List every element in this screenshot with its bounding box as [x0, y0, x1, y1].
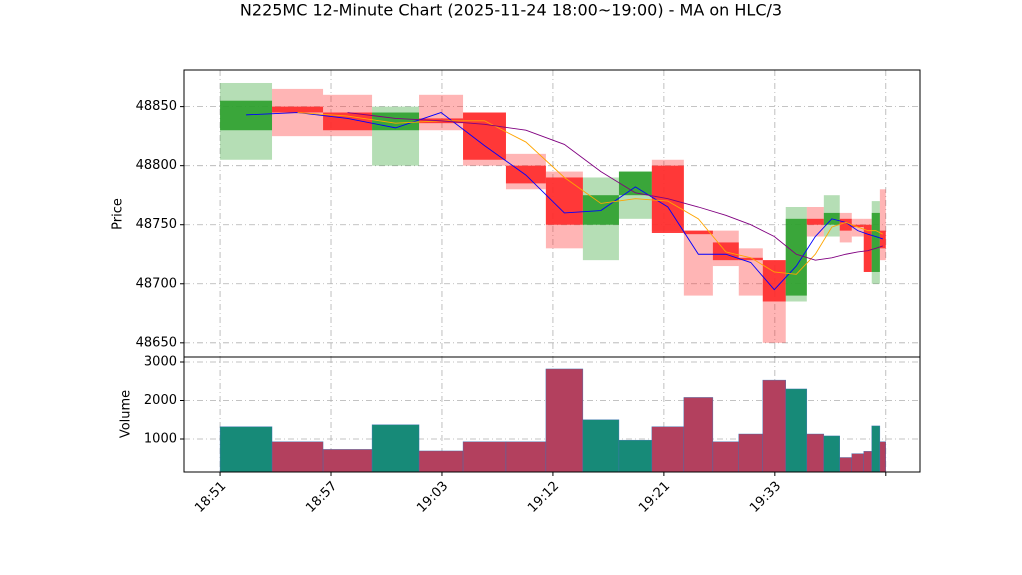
- volume-bar: [806, 433, 825, 473]
- x-tick-label: 19:33: [747, 479, 784, 516]
- candle-body: [505, 165, 546, 184]
- y-tick-label: 48850: [136, 99, 177, 114]
- volume-bar: [651, 426, 685, 473]
- volume-bar: [823, 435, 840, 473]
- x-tick-label: 19:12: [525, 479, 562, 516]
- volume-axis-label: Volume: [119, 390, 134, 438]
- candle-body: [651, 165, 684, 233]
- candle-body: [863, 224, 872, 272]
- ma-line: [246, 112, 883, 291]
- candle-body: [738, 257, 763, 261]
- x-tick-label: 19:21: [636, 479, 673, 516]
- candle-wick: [879, 189, 886, 261]
- chart-title: N225MC 12-Minute Chart (2025-11-24 18:00…: [240, 1, 782, 20]
- x-tick-label: 18:57: [303, 479, 340, 516]
- volume-bar: [618, 439, 653, 473]
- x-tick-label: 18:51: [192, 479, 229, 516]
- candle-body: [618, 171, 652, 196]
- y-tick-label: 2000: [144, 393, 177, 408]
- y-tick-label: 48700: [136, 276, 177, 291]
- volume-bar: [545, 368, 584, 473]
- volume-bar: [371, 424, 420, 473]
- y-tick-label: 48800: [136, 158, 177, 173]
- volume-bar: [219, 426, 273, 473]
- volume-bar: [738, 433, 764, 473]
- volume-bar: [582, 419, 620, 473]
- volume-bar: [271, 441, 324, 473]
- volume-bar: [851, 453, 864, 473]
- volume-bar: [762, 379, 786, 473]
- y-axis-label: Price: [111, 198, 126, 230]
- volume-bar: [683, 397, 714, 473]
- candle-body: [839, 218, 852, 231]
- x-tick-label: 19:03: [414, 479, 451, 516]
- volume-bar: [863, 451, 872, 473]
- volume-bar: [839, 457, 852, 473]
- candle-body: [582, 195, 619, 225]
- volume-bar: [322, 449, 373, 473]
- candle-wick: [683, 230, 713, 296]
- y-tick-label: 3000: [144, 355, 177, 370]
- y-tick-label: 1000: [144, 432, 177, 447]
- volume-bar: [879, 441, 886, 473]
- candle-body: [806, 218, 824, 225]
- volume-bar: [505, 441, 547, 473]
- y-tick-label: 48650: [136, 335, 177, 350]
- volume-bar: [785, 388, 808, 473]
- candle-body: [879, 230, 886, 249]
- volume-bar: [871, 425, 881, 473]
- volume-bar: [418, 450, 464, 473]
- candle-body: [463, 112, 506, 160]
- candle-body: [683, 230, 713, 235]
- candle-body: [545, 177, 583, 225]
- volume-bar: [462, 441, 507, 473]
- ma-line: [297, 112, 884, 275]
- volume-frame: [183, 356, 921, 473]
- candle-body: [220, 100, 273, 131]
- y-tick-label: 48750: [136, 217, 177, 232]
- candle-body: [762, 260, 786, 302]
- candle-body: [272, 106, 324, 113]
- candle-body: [871, 212, 880, 272]
- ma-line: [347, 112, 883, 261]
- candle-body: [851, 224, 864, 228]
- volume-bar: [712, 441, 739, 473]
- candle-body: [785, 218, 807, 296]
